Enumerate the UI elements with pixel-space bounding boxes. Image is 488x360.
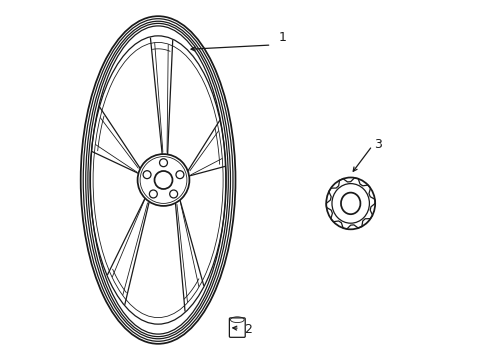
Text: 2: 2 — [244, 323, 252, 336]
Text: 1: 1 — [278, 31, 286, 44]
Text: 3: 3 — [373, 138, 381, 150]
